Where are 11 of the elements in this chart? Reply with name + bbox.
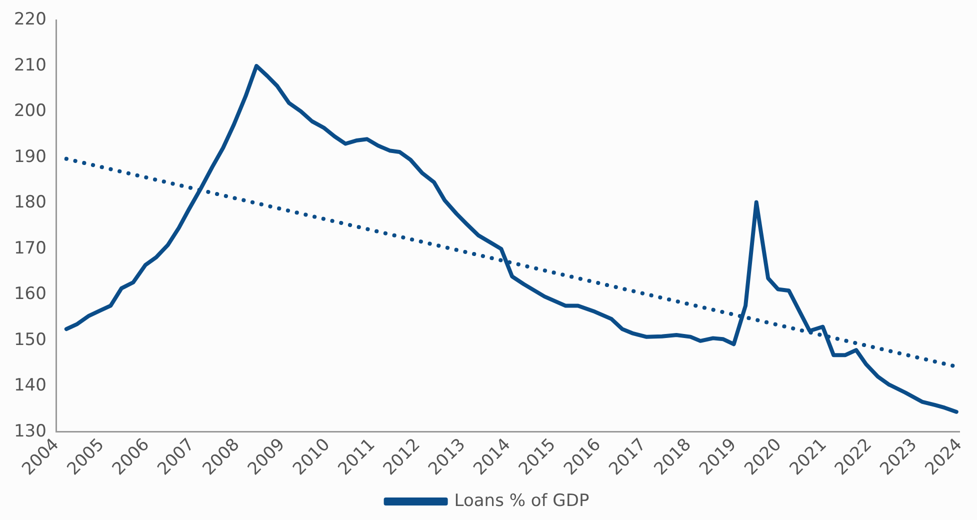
y-tick-label: 150 [14,330,46,350]
y-tick-label: 200 [14,101,46,122]
y-tick-label: 160 [14,284,46,304]
y-tick-label: 170 [14,238,46,258]
y-tick-label: 130 [14,421,46,442]
y-tick-label: 180 [14,192,46,213]
y-tick-label: 140 [14,376,46,396]
y-tick-label: 220 [14,10,46,30]
y-tick-label: 210 [14,55,46,76]
legend-label: Loans % of GDP [454,490,590,511]
y-tick-label: 190 [14,146,46,167]
